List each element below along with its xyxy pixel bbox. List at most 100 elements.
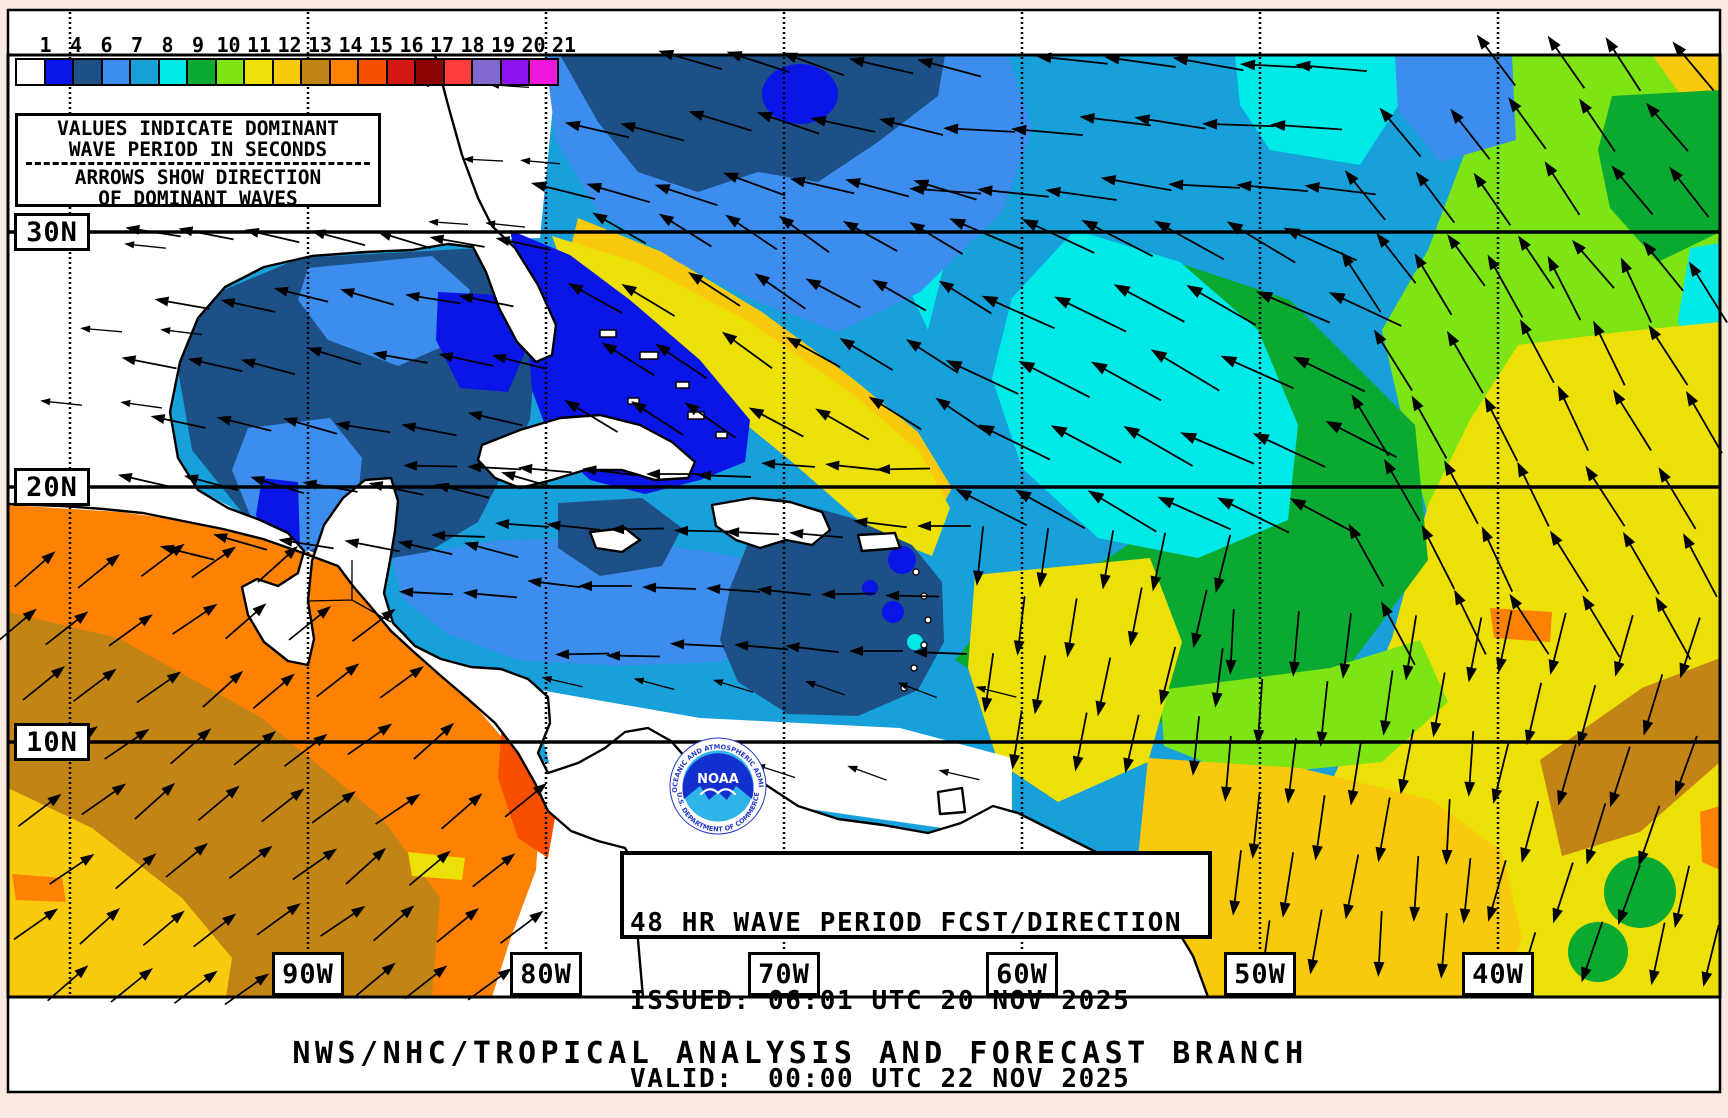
wave-arrow [815,408,870,441]
wave-arrow [1496,610,1513,674]
wave-arrow [499,910,544,944]
wave-arrow [134,782,176,820]
region-cyan-center [992,230,1298,558]
wave-arrow [1585,465,1626,527]
wave-arrow [1579,98,1616,153]
wave-arrow [620,122,685,142]
wave-arrow [397,539,453,556]
region-vivid-speck-2 [882,601,904,623]
legend-tick-19: 19 [490,33,516,57]
wave-arrow [1649,922,1666,986]
legend-tick-9: 9 [191,33,205,57]
legend-swatch-1 [43,58,74,86]
wave-arrow [876,464,931,475]
wave-arrow [340,288,395,306]
wave-arrow [1328,292,1402,327]
longitude-label-60w: 60W [986,952,1058,996]
wave-arrow [436,908,479,943]
wave-arrow [712,679,754,693]
wave-arrow [1582,595,1621,658]
wave-arrow [178,226,234,241]
wave-arrow [1375,797,1391,863]
grid-meridians [68,12,1500,996]
wave-arrow [606,650,661,661]
wave-arrow [1225,608,1237,675]
wave-arrow [160,327,202,336]
wave-arrow [1351,394,1390,457]
wave-arrow [1189,716,1201,776]
wave-arrow [825,460,879,471]
footer-branch-title: NWS/NHC/TROPICAL ANALYSIS AND FORECAST B… [292,1036,1308,1071]
legend-note-line: OF DOMINANT WAVES [98,187,298,210]
wave-arrow [1325,420,1398,458]
wave-arrow [240,358,296,376]
legend-tick-12: 12 [277,33,302,57]
wave-arrow [1701,924,1720,988]
wave-arrow [1036,528,1050,588]
wave-arrow [283,733,328,767]
wave-arrow [1214,534,1232,594]
wave-arrow [1384,458,1421,522]
wave-arrow [601,342,655,377]
region-orange-blob-right [1490,608,1552,642]
wave-arrow [401,422,457,437]
wave-arrow [1376,232,1417,284]
wave-arrow [592,212,647,245]
wave-arrow [1343,854,1360,920]
wave-arrow [1191,589,1208,649]
region-green-blob-1 [1604,856,1676,928]
wave-arrow [658,213,712,248]
wave-arrow [1018,360,1091,398]
wave-arrow [172,603,218,635]
latitude-label-30n: 30N [14,213,90,251]
wave-arrow [555,649,610,660]
wave-arrow [1572,239,1615,289]
wave-arrow [586,182,650,203]
wave-arrow [1295,60,1367,73]
wave-arrow [1552,862,1574,924]
wave-arrow [1618,864,1641,926]
wave-arrow [1466,617,1483,683]
wave-arrow [1283,227,1357,262]
legend-swatch-9 [271,58,302,86]
wave-arrow [1064,598,1078,658]
wave-arrow [250,476,305,495]
wave-arrow [1100,175,1172,192]
wave-arrow [13,908,59,941]
wave-arrow [257,545,299,583]
wave-arrow [120,399,162,409]
wave-arrow [1100,530,1115,590]
wave-arrow [610,524,665,535]
wave-arrow [0,608,37,645]
region-vivid-speck-3 [862,580,878,596]
wave-arrow [674,525,729,536]
wave-arrow [1509,593,1550,655]
wave-arrow [228,845,273,879]
wave-arrow [1159,646,1177,706]
info-box-issued: ISSUED: 06:01 UTC 20 NOV 2025 [630,986,1131,1016]
wave-arrow [978,424,1051,461]
wave-arrow [434,482,490,499]
wave-arrow [1679,617,1701,679]
legend-tick-7: 7 [130,33,144,57]
wave-arrow [467,410,523,427]
region-orangered-coast [498,722,556,858]
wave-arrow [1344,170,1386,221]
wave-arrow [49,853,95,885]
wave-arrow [17,793,62,827]
region-gulf-dodger-1 [298,256,470,366]
wave-arrow [1411,395,1448,459]
wave-arrow [136,671,182,704]
wave-arrow [438,352,494,367]
wave-arrow [1127,587,1143,647]
legend-swatch-18 [528,58,559,86]
wave-arrow [842,220,898,252]
wave-arrow [170,728,212,765]
wave-arrow [1620,257,1653,324]
wave-arrow [115,853,157,890]
wave-arrow [1157,496,1231,531]
wave-arrow [1430,672,1446,738]
wave-arrow [949,218,1024,251]
wave-arrow [848,56,914,75]
wave-arrow [273,286,329,303]
